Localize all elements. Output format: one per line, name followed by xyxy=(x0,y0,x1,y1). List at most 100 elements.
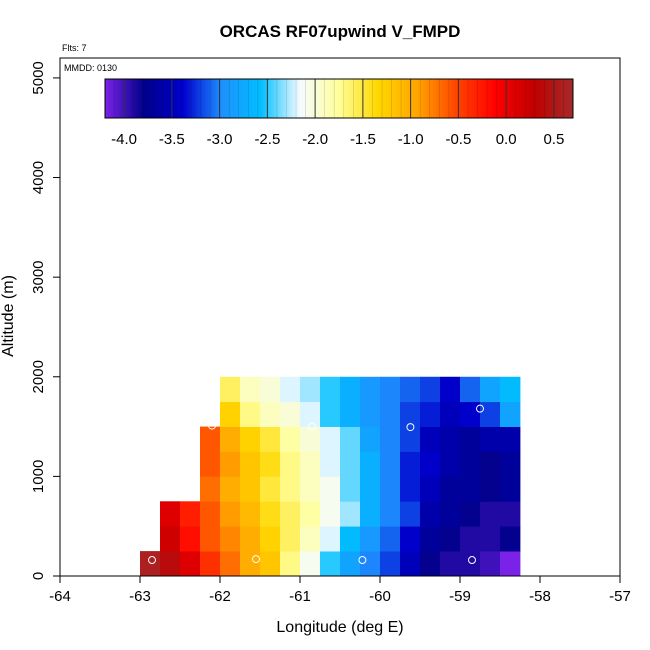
heatmap-cell xyxy=(500,451,521,477)
colorbar-tick-label: -1.5 xyxy=(350,131,376,148)
heatmap-cell xyxy=(380,376,401,403)
heatmap-cell xyxy=(460,476,481,502)
heatmap-cell xyxy=(480,501,501,527)
heatmap-cell xyxy=(300,426,321,452)
heatmap-cell xyxy=(280,426,301,452)
heatmap-cell xyxy=(400,376,421,403)
heatmap-cell xyxy=(220,551,241,577)
heatmap-cell xyxy=(360,526,381,552)
heatmap-cell xyxy=(200,426,221,452)
y-tick-label: 1000 xyxy=(30,460,47,493)
heatmap-cell xyxy=(460,451,481,477)
heatmap-cell xyxy=(200,501,221,527)
heatmap-cell xyxy=(140,551,161,577)
heatmap-cell xyxy=(420,501,441,527)
heatmap-cell xyxy=(340,451,361,477)
heatmap-cell xyxy=(280,451,301,477)
heatmap-cell xyxy=(220,526,241,552)
heatmap-cell xyxy=(480,551,501,577)
heatmap-cell xyxy=(460,401,481,427)
heatmap-cell xyxy=(440,501,461,527)
heatmap-cell xyxy=(380,501,401,527)
colorbar-tick-label: -1.0 xyxy=(398,131,424,148)
heatmap-cell xyxy=(380,451,401,477)
heatmap-cell xyxy=(380,526,401,552)
heatmap-cell xyxy=(360,451,381,477)
y-tick-label: 3000 xyxy=(30,260,47,293)
heatmap-cell xyxy=(420,376,441,403)
heatmap-cell xyxy=(160,501,181,527)
heatmap-cell xyxy=(200,476,221,502)
heatmap-cell xyxy=(500,501,521,527)
heatmap-cell xyxy=(180,526,201,552)
colorbar-tick-label: -4.0 xyxy=(111,131,137,148)
heatmap-cells xyxy=(140,376,521,577)
plot-frame xyxy=(59,57,621,577)
heatmap-cell xyxy=(360,426,381,452)
heatmap-cell xyxy=(440,376,461,403)
heatmap-cell xyxy=(280,526,301,552)
heatmap-cell xyxy=(320,401,341,427)
colorbar-tick-label: 0.0 xyxy=(496,131,517,148)
heatmap-cell xyxy=(200,451,221,477)
flight-point-marker xyxy=(406,423,415,432)
colorbar-tick-label: -2.5 xyxy=(254,131,280,148)
heatmap-cell xyxy=(480,376,501,403)
heatmap-cell xyxy=(400,551,421,577)
heatmap-cell xyxy=(480,451,501,477)
heatmap-cell xyxy=(200,526,221,552)
x-axis-label: Longitude (deg E) xyxy=(276,619,403,636)
flight-point-marker xyxy=(252,555,260,564)
heatmap-cell xyxy=(460,501,481,527)
heatmap-cell xyxy=(460,426,481,452)
heatmap-cell xyxy=(220,426,241,452)
heatmap-cell xyxy=(360,401,381,427)
colorbar-tick-label: -2.0 xyxy=(302,131,328,148)
heatmap-cell xyxy=(300,501,321,527)
x-tick-label: -60 xyxy=(369,588,391,605)
heatmap-cell xyxy=(320,501,341,527)
heatmap-cell xyxy=(240,401,261,427)
flight-point-marker xyxy=(358,556,367,565)
heatmap-cell xyxy=(340,501,361,527)
colorbar-tick-label: -3.5 xyxy=(159,131,185,148)
colorbar-tick-label: -3.0 xyxy=(207,131,233,148)
heatmap-cell xyxy=(460,526,481,552)
heatmap-cell xyxy=(320,551,341,577)
heatmap-cell xyxy=(260,476,281,502)
heatmap-cell xyxy=(160,526,181,552)
heatmap-cell xyxy=(440,401,461,427)
heatmap-cell xyxy=(260,376,281,403)
heatmap-cell xyxy=(220,451,241,477)
flight-point-marker xyxy=(208,421,216,430)
flight-point-marker xyxy=(476,404,484,413)
heatmap-cell xyxy=(380,426,401,452)
heatmap-cell xyxy=(300,476,321,502)
colorbar-tick-label: 0.5 xyxy=(543,131,564,148)
heatmap-cell xyxy=(300,401,321,427)
y-tick-label: 5000 xyxy=(30,61,47,94)
heatmap-cell xyxy=(220,501,241,527)
y-tick-label: 4000 xyxy=(30,161,47,194)
heatmap-cell xyxy=(280,376,301,403)
heatmap-cell xyxy=(240,476,261,502)
heatmap-cell xyxy=(500,526,521,552)
heatmap-cell xyxy=(220,476,241,502)
heatmap-cell xyxy=(240,526,261,552)
heatmap-cell xyxy=(480,401,501,427)
heatmap-cell xyxy=(440,476,461,502)
heatmap-cell xyxy=(320,376,341,403)
heatmap-cell xyxy=(300,551,321,577)
heatmap-cell xyxy=(360,501,381,527)
heatmap-cell xyxy=(340,551,361,577)
heatmap-cell xyxy=(440,551,461,577)
heatmap-cell xyxy=(240,451,261,477)
heatmap-cell xyxy=(420,451,441,477)
heatmap-cell xyxy=(460,551,481,577)
heatmap-cell xyxy=(300,451,321,477)
heatmap-cell xyxy=(340,426,361,452)
heatmap-cell xyxy=(340,526,361,552)
heatmap-cell xyxy=(260,501,281,527)
heatmap-cell xyxy=(180,501,201,527)
heatmap-cell xyxy=(260,551,281,577)
